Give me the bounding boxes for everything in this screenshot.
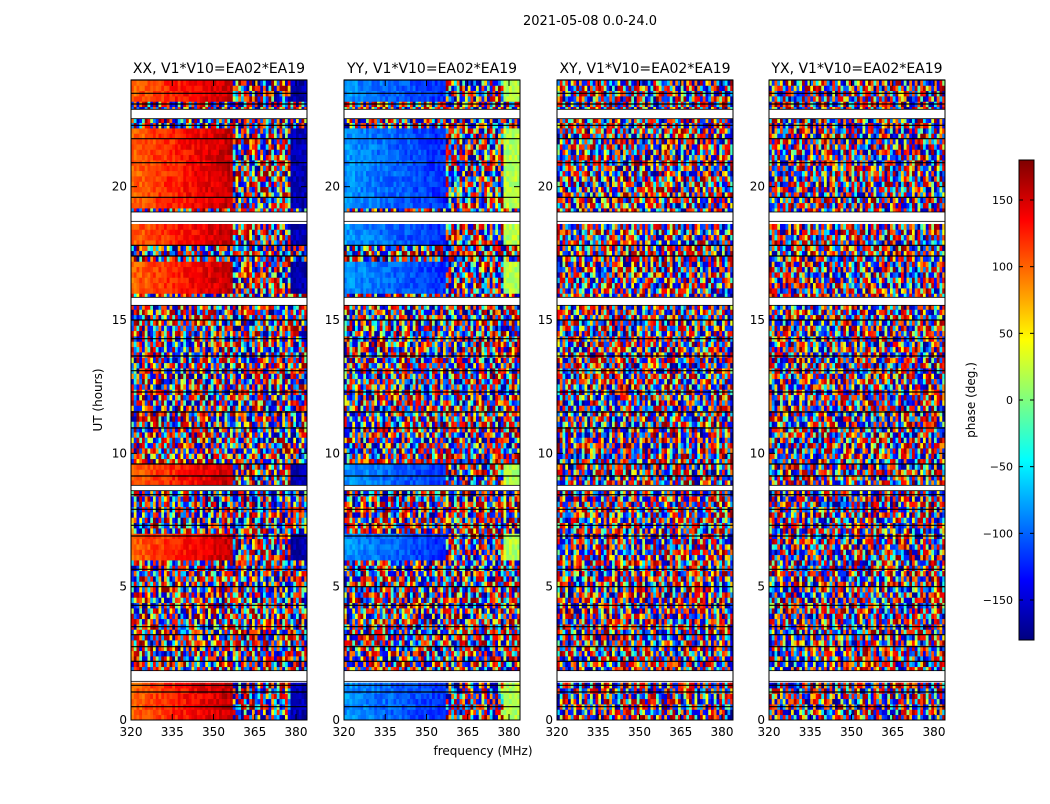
y-tick-label: 10 (750, 446, 765, 460)
x-tick-label: 380 (498, 725, 521, 739)
y-tick-label: 15 (750, 313, 765, 327)
flagged-band (131, 671, 307, 682)
flagged-band (769, 212, 945, 221)
flagged-band (131, 297, 307, 305)
y-tick-label: 15 (325, 313, 340, 327)
flagged-band (344, 297, 520, 305)
y-tick-label: 10 (325, 446, 340, 460)
x-tick-label: 320 (120, 725, 143, 739)
flagged-band (769, 671, 945, 682)
flagged-band (557, 485, 733, 490)
y-tick-label: 20 (325, 180, 340, 194)
x-tick-label: 365 (669, 725, 692, 739)
flagged-band (557, 212, 733, 221)
panel-yy: YY, V1*V10=EA02*EA19 320 335 350 365 380 0 5 10 1… (325, 61, 521, 739)
y-tick-label: 0 (545, 713, 553, 727)
flagged-band (344, 109, 520, 118)
x-tick-label: 350 (628, 725, 651, 739)
x-tick-label: 335 (374, 725, 397, 739)
y-tick-label: 15 (538, 313, 553, 327)
y-tick-label: 10 (538, 446, 553, 460)
x-tick-label: 365 (456, 725, 479, 739)
flagged-band (557, 109, 733, 118)
colorbar-tick-label: 100 (992, 261, 1013, 274)
x-tick-label: 350 (415, 725, 438, 739)
flagged-band (131, 485, 307, 490)
y-tick-label: 0 (757, 713, 765, 727)
colorbar-tick-label: 150 (992, 194, 1013, 207)
y-tick-label: 5 (119, 580, 127, 594)
y-tick-label: 5 (332, 580, 340, 594)
y-tick-label: 10 (112, 446, 127, 460)
y-tick-label: 20 (112, 180, 127, 194)
x-tick-label: 365 (243, 725, 266, 739)
y-tick-label: 5 (545, 580, 553, 594)
y-tick-label: 20 (538, 180, 553, 194)
x-tick-label: 380 (711, 725, 734, 739)
colorbar-tick-label: 50 (999, 327, 1013, 340)
flagged-band (769, 109, 945, 118)
x-tick-label: 335 (161, 725, 184, 739)
flagged-band (344, 485, 520, 490)
flagged-band (131, 109, 307, 118)
figure-title: 2021-05-08 0.0-24.0 (0, 14, 1050, 29)
x-tick-label: 335 (799, 725, 822, 739)
panel-yx: YX, V1*V10=EA02*EA19 320 335 350 365 380 0 5 10 1… (750, 61, 946, 739)
flagged-band (557, 297, 733, 305)
x-tick-label: 320 (333, 725, 356, 739)
panel-title: XY, V1*V10=EA02*EA19 (559, 61, 730, 77)
heatmap-xy (557, 80, 733, 720)
y-tick-label: 15 (112, 313, 127, 327)
colorbar: 150 100 50 0 −50 −100 −150 phase (deg.) (964, 160, 1034, 640)
x-tick-label: 350 (202, 725, 225, 739)
x-tick-label: 350 (840, 725, 863, 739)
x-tick-label: 380 (285, 725, 308, 739)
colorbar-tick-label: −100 (983, 527, 1013, 540)
x-tick-label: 380 (923, 725, 946, 739)
y-tick-label: 5 (757, 580, 765, 594)
panel-title: XX, V1*V10=EA02*EA19 (133, 61, 305, 77)
panel-xx: XX, V1*V10=EA02*EA19 320 335 350 365 380 0 5 10 1… (112, 61, 308, 739)
x-tick-label: 320 (758, 725, 781, 739)
panel-xy: XY, V1*V10=EA02*EA19 320 335 350 365 380 0 5 10 1… (538, 61, 734, 739)
y-tick-label: 0 (332, 713, 340, 727)
flagged-band (344, 671, 520, 682)
x-axis-label: frequency (MHz) (433, 744, 532, 758)
y-tick-label: 0 (119, 713, 127, 727)
flagged-band (344, 212, 520, 221)
flagged-band (131, 212, 307, 221)
colorbar-label: phase (deg.) (964, 362, 978, 438)
x-tick-label: 320 (546, 725, 569, 739)
x-tick-label: 365 (881, 725, 904, 739)
heatmap-yx (769, 80, 945, 720)
heatmap-yy (344, 80, 520, 720)
y-tick-label: 20 (750, 180, 765, 194)
y-axis-label: UT (hours) (91, 368, 105, 431)
flagged-band (769, 297, 945, 305)
x-tick-label: 335 (587, 725, 610, 739)
flagged-band (769, 485, 945, 490)
panel-title: YY, V1*V10=EA02*EA19 (346, 61, 517, 77)
flagged-band (557, 671, 733, 682)
colorbar-tick-label: 0 (1006, 394, 1013, 407)
panel-title: YX, V1*V10=EA02*EA19 (770, 61, 942, 77)
colorbar-tick-label: −150 (983, 594, 1013, 607)
heatmap-xx (131, 80, 307, 720)
colorbar-tick-label: −50 (990, 461, 1013, 474)
